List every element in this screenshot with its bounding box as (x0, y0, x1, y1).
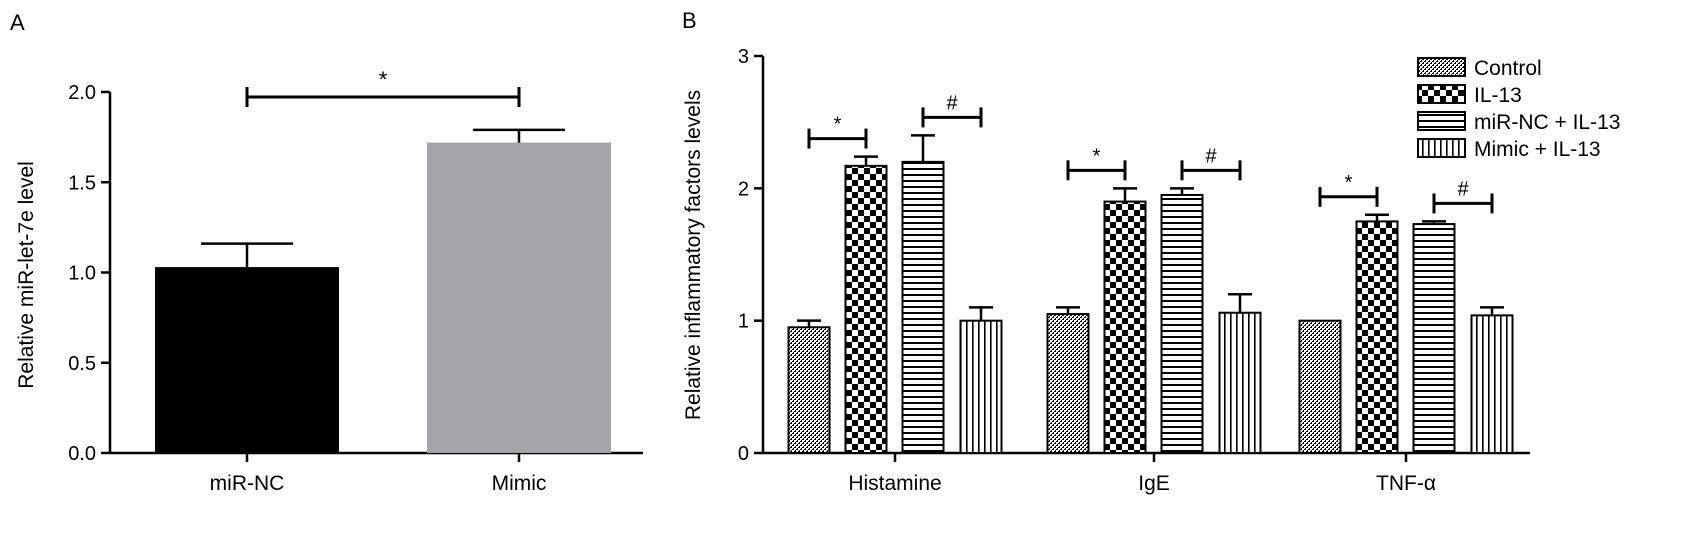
bar-histamine-il-13 (844, 164, 888, 454)
chart-a-ytick-label: 1.5 (68, 172, 96, 194)
sig-hash: # (1205, 145, 1217, 167)
chart-b-ytick-label: 3 (738, 46, 749, 68)
bar-histamine-mimic-il-13 (959, 319, 1003, 454)
panel-b-label: B (682, 8, 697, 33)
legend-swatch-control (1417, 57, 1466, 77)
x-label-tnf: TNF-α (1376, 472, 1436, 495)
bar-tnf-control (1298, 319, 1342, 454)
chart-b-ylabel: Relative inflammatory factors levels (682, 90, 705, 420)
x-label-histamine: Histamine (848, 472, 941, 495)
legend-label-il-13: IL-13 (1474, 84, 1522, 107)
bar-ige-il-13 (1103, 200, 1147, 454)
bar-tnf-il-13 (1355, 220, 1399, 454)
legend-swatch-il-13 (1417, 84, 1466, 104)
bar-mir-nc (155, 267, 339, 453)
chart-b-ytick-label: 1 (738, 311, 749, 333)
x-label-ige: IgE (1138, 472, 1170, 495)
sig-star: * (379, 67, 388, 92)
chart-a: 0.0 0.5 1.0 1.5 2.0 miR-NC Mimic * (68, 67, 643, 495)
legend-swatch-mir-nc-il-13 (1417, 111, 1466, 131)
chart-b-ytick-label: 0 (738, 443, 749, 465)
legend-label-mimic-il-13: Mimic + IL-13 (1474, 138, 1601, 161)
sig-star: * (834, 114, 842, 136)
x-label-mir-nc: miR-NC (210, 472, 285, 495)
bar-tnf-mimic-il-13 (1470, 314, 1514, 454)
chart-b: 0 1 2 3 Histamine IgE TNF-α * # * # * # Control IL-13 m… (738, 46, 1621, 495)
sig-star: * (1093, 145, 1101, 167)
x-label-mimic: Mimic (492, 472, 547, 495)
sig-hash: # (946, 92, 958, 114)
chart-a-ytick-label: 0.0 (68, 443, 96, 465)
bar-ige-mimic-il-13 (1218, 311, 1262, 454)
legend-label-mir-nc-il-13: miR-NC + IL-13 (1474, 111, 1620, 134)
panel-a-label: A (10, 10, 25, 35)
bar-tnf-mir-nc-il-13 (1412, 223, 1456, 454)
bar-mimic (427, 142, 611, 454)
bar-histamine-mir-nc-il-13 (901, 160, 945, 454)
chart-a-ylabel: Relative miR-let-7e level (15, 161, 38, 389)
sig-star: * (1345, 172, 1353, 194)
chart-a-ytick-label: 1.0 (68, 263, 96, 285)
chart-a-ytick-label: 2.0 (68, 82, 96, 104)
chart-a-ytick-label: 0.5 (68, 353, 96, 375)
bar-ige-mir-nc-il-13 (1160, 193, 1204, 454)
bar-histamine-control (787, 326, 831, 454)
bar-ige-control (1046, 313, 1090, 454)
chart-b-ytick-label: 2 (738, 178, 749, 200)
sig-hash: # (1457, 178, 1469, 200)
legend-label-control: Control (1474, 57, 1542, 80)
legend-swatch-mimic-il-13 (1417, 138, 1466, 158)
